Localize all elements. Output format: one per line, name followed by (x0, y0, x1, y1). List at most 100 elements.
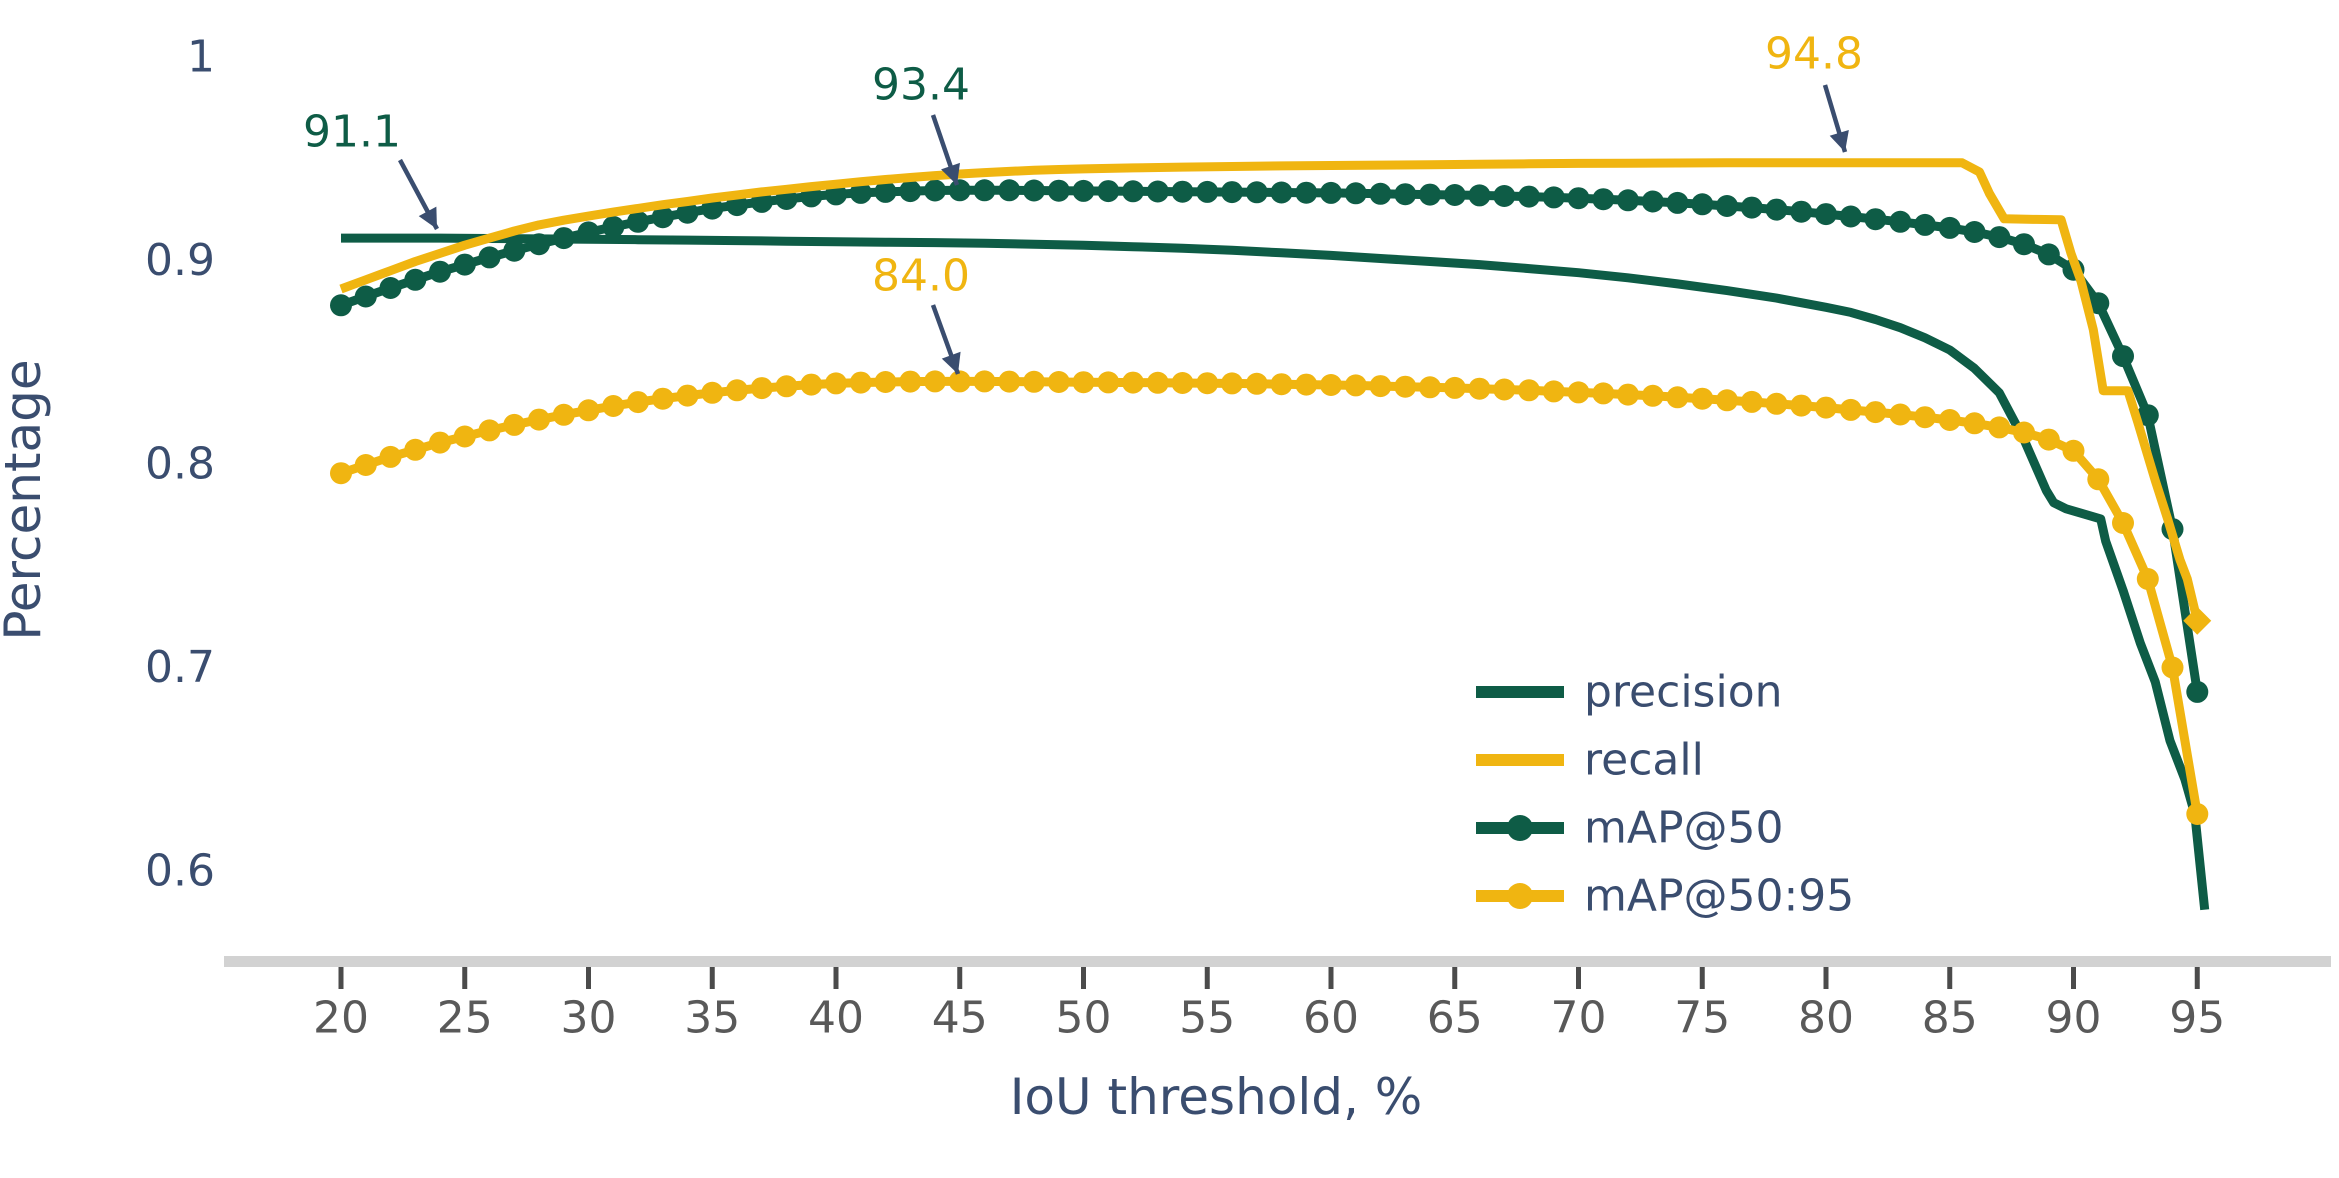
x-tick-mark (1699, 967, 1705, 989)
mAP@50:95-marker (1196, 372, 1219, 395)
mAP@50-marker (1988, 226, 2011, 249)
mAP@50-line (339, 185, 2202, 693)
mAP@50:95-marker (503, 413, 526, 436)
y-tick-label: 0.9 (145, 235, 215, 286)
mAP@50-marker (1146, 180, 1169, 203)
mAP@50:95-marker (1122, 371, 1144, 394)
mAP@50:95-marker (800, 373, 823, 396)
mAP@50-marker (874, 180, 897, 203)
mAP@50:95-marker (1146, 371, 1169, 394)
mAP@50-marker (1072, 179, 1095, 202)
y-tick-label: 0.7 (145, 642, 215, 693)
mAP@50:95-marker (1691, 387, 1714, 410)
mAP@50-marker (1419, 183, 1441, 206)
mAP@50-marker (2186, 680, 2209, 703)
mAP@50:95-marker (1988, 416, 2011, 439)
mAP@50-marker (354, 285, 377, 308)
mAP@50-marker (651, 206, 674, 229)
x-tick-label: 65 (1427, 993, 1483, 1044)
legend-label: precision (1584, 667, 1783, 718)
mAP@50-marker (1839, 205, 1862, 228)
mAP@50:95-marker (1666, 386, 1689, 409)
mAP@50:95-marker (701, 381, 724, 404)
mAP@50:95-marker (1740, 390, 1763, 413)
mAP@50-marker (1542, 186, 1565, 209)
mAP@50-marker (503, 239, 526, 262)
mAP@50-marker (1765, 198, 1788, 221)
mAP@50-marker (1295, 181, 1318, 204)
mAP@50-marker (1641, 190, 1664, 213)
mAP@50-marker (1047, 179, 1070, 202)
x-axis: 20 25 30 35 40 45 50 55 60 65 70 75 80 85 90 95 (224, 956, 2331, 1044)
x-tick-mark (1328, 967, 1334, 989)
mAP@50:95-marker (552, 403, 575, 426)
mAP@50:95-marker (2112, 512, 2134, 534)
annotation-value: 84.0 (872, 251, 970, 302)
mAP@50-marker (602, 215, 625, 238)
mAP@50-marker (1196, 180, 1219, 203)
x-tick-mark (709, 967, 715, 989)
mAP@50-marker (1097, 180, 1120, 203)
x-tick-label: 75 (1674, 993, 1730, 1044)
mAP@50-marker (1023, 179, 1045, 202)
legend-item-mAP@50: mAP@50 (1476, 803, 1783, 854)
mAP@50:95-marker (1617, 383, 1639, 406)
mAP@50:95-marker (1641, 384, 1664, 407)
mAP@50:95-marker (429, 431, 451, 454)
annotation-arrow (1822, 84, 1849, 153)
mAP@50:95-marker (2013, 421, 2035, 444)
legend-swatch-marker (1507, 815, 1533, 841)
annotation-arrow (930, 114, 960, 186)
annotations-layer: 91.1 93.4 84.0 94.8 (303, 29, 1863, 375)
mAP@50-marker (577, 221, 600, 244)
mAP@50-marker (2037, 243, 2060, 266)
mAP@50-marker (2112, 345, 2134, 368)
annotation-value: 93.4 (872, 60, 970, 111)
x-tick-mark (1452, 967, 1458, 989)
y-axis-labels: 1 0.9 0.8 0.7 0.6 (145, 32, 215, 897)
mAP@50-marker (973, 179, 996, 202)
mAP@50-marker (404, 268, 427, 291)
mAP@50-marker (1320, 181, 1342, 204)
annotation-arrow (398, 158, 439, 231)
mAP@50:95-marker (1468, 377, 1491, 400)
x-axis-title: IoU threshold, % (1010, 1068, 1423, 1126)
mAP@50-marker (627, 210, 649, 233)
mAP@50:95-marker (2062, 439, 2085, 462)
mAP@50:95-marker (453, 425, 476, 448)
mAP@50:95-marker (1171, 372, 1194, 394)
mAP@50-marker (1344, 182, 1367, 205)
mAP@50:95-marker (1938, 409, 1961, 431)
mAP@50:95-marker (1023, 370, 1045, 393)
mAP@50:95-marker (2136, 568, 2159, 590)
mAP@50-marker (1567, 187, 1590, 210)
x-tick-label: 90 (2046, 993, 2102, 1044)
mAP@50:95-marker (379, 445, 402, 468)
x-tick-label: 55 (1179, 993, 1235, 1044)
legend-label: mAP@50 (1584, 803, 1783, 854)
mAP@50:95-marker (627, 391, 649, 414)
mAP@50:95-marker (2087, 468, 2110, 491)
mAP@50-marker (1691, 193, 1714, 216)
y-tick-label: 0.6 (145, 846, 215, 897)
legend-label: mAP@50:95 (1584, 871, 1854, 922)
legend-item-recall: recall (1476, 735, 1704, 786)
mAP@50:95-marker (1097, 371, 1120, 394)
mAP@50:95-marker (478, 419, 501, 442)
mAP@50-marker (924, 179, 946, 202)
mAP@50:95-marker (1815, 396, 1837, 419)
annotation-value: 91.1 (303, 107, 401, 158)
mAP@50:95-marker (1839, 398, 1862, 421)
mAP@50:95-marker (2186, 803, 2209, 825)
x-tick-label: 95 (2169, 993, 2225, 1044)
mAP@50:95-marker (874, 371, 897, 393)
mAP@50:95-marker (849, 371, 872, 394)
mAP@50-marker (998, 179, 1021, 202)
series-layer (330, 158, 2212, 911)
mAP@50-marker (899, 180, 922, 203)
mAP@50-marker (1790, 200, 1813, 223)
mAP@50-marker (1221, 181, 1243, 204)
mAP@50:95-marker (676, 384, 699, 407)
x-axis-line (224, 956, 2331, 967)
